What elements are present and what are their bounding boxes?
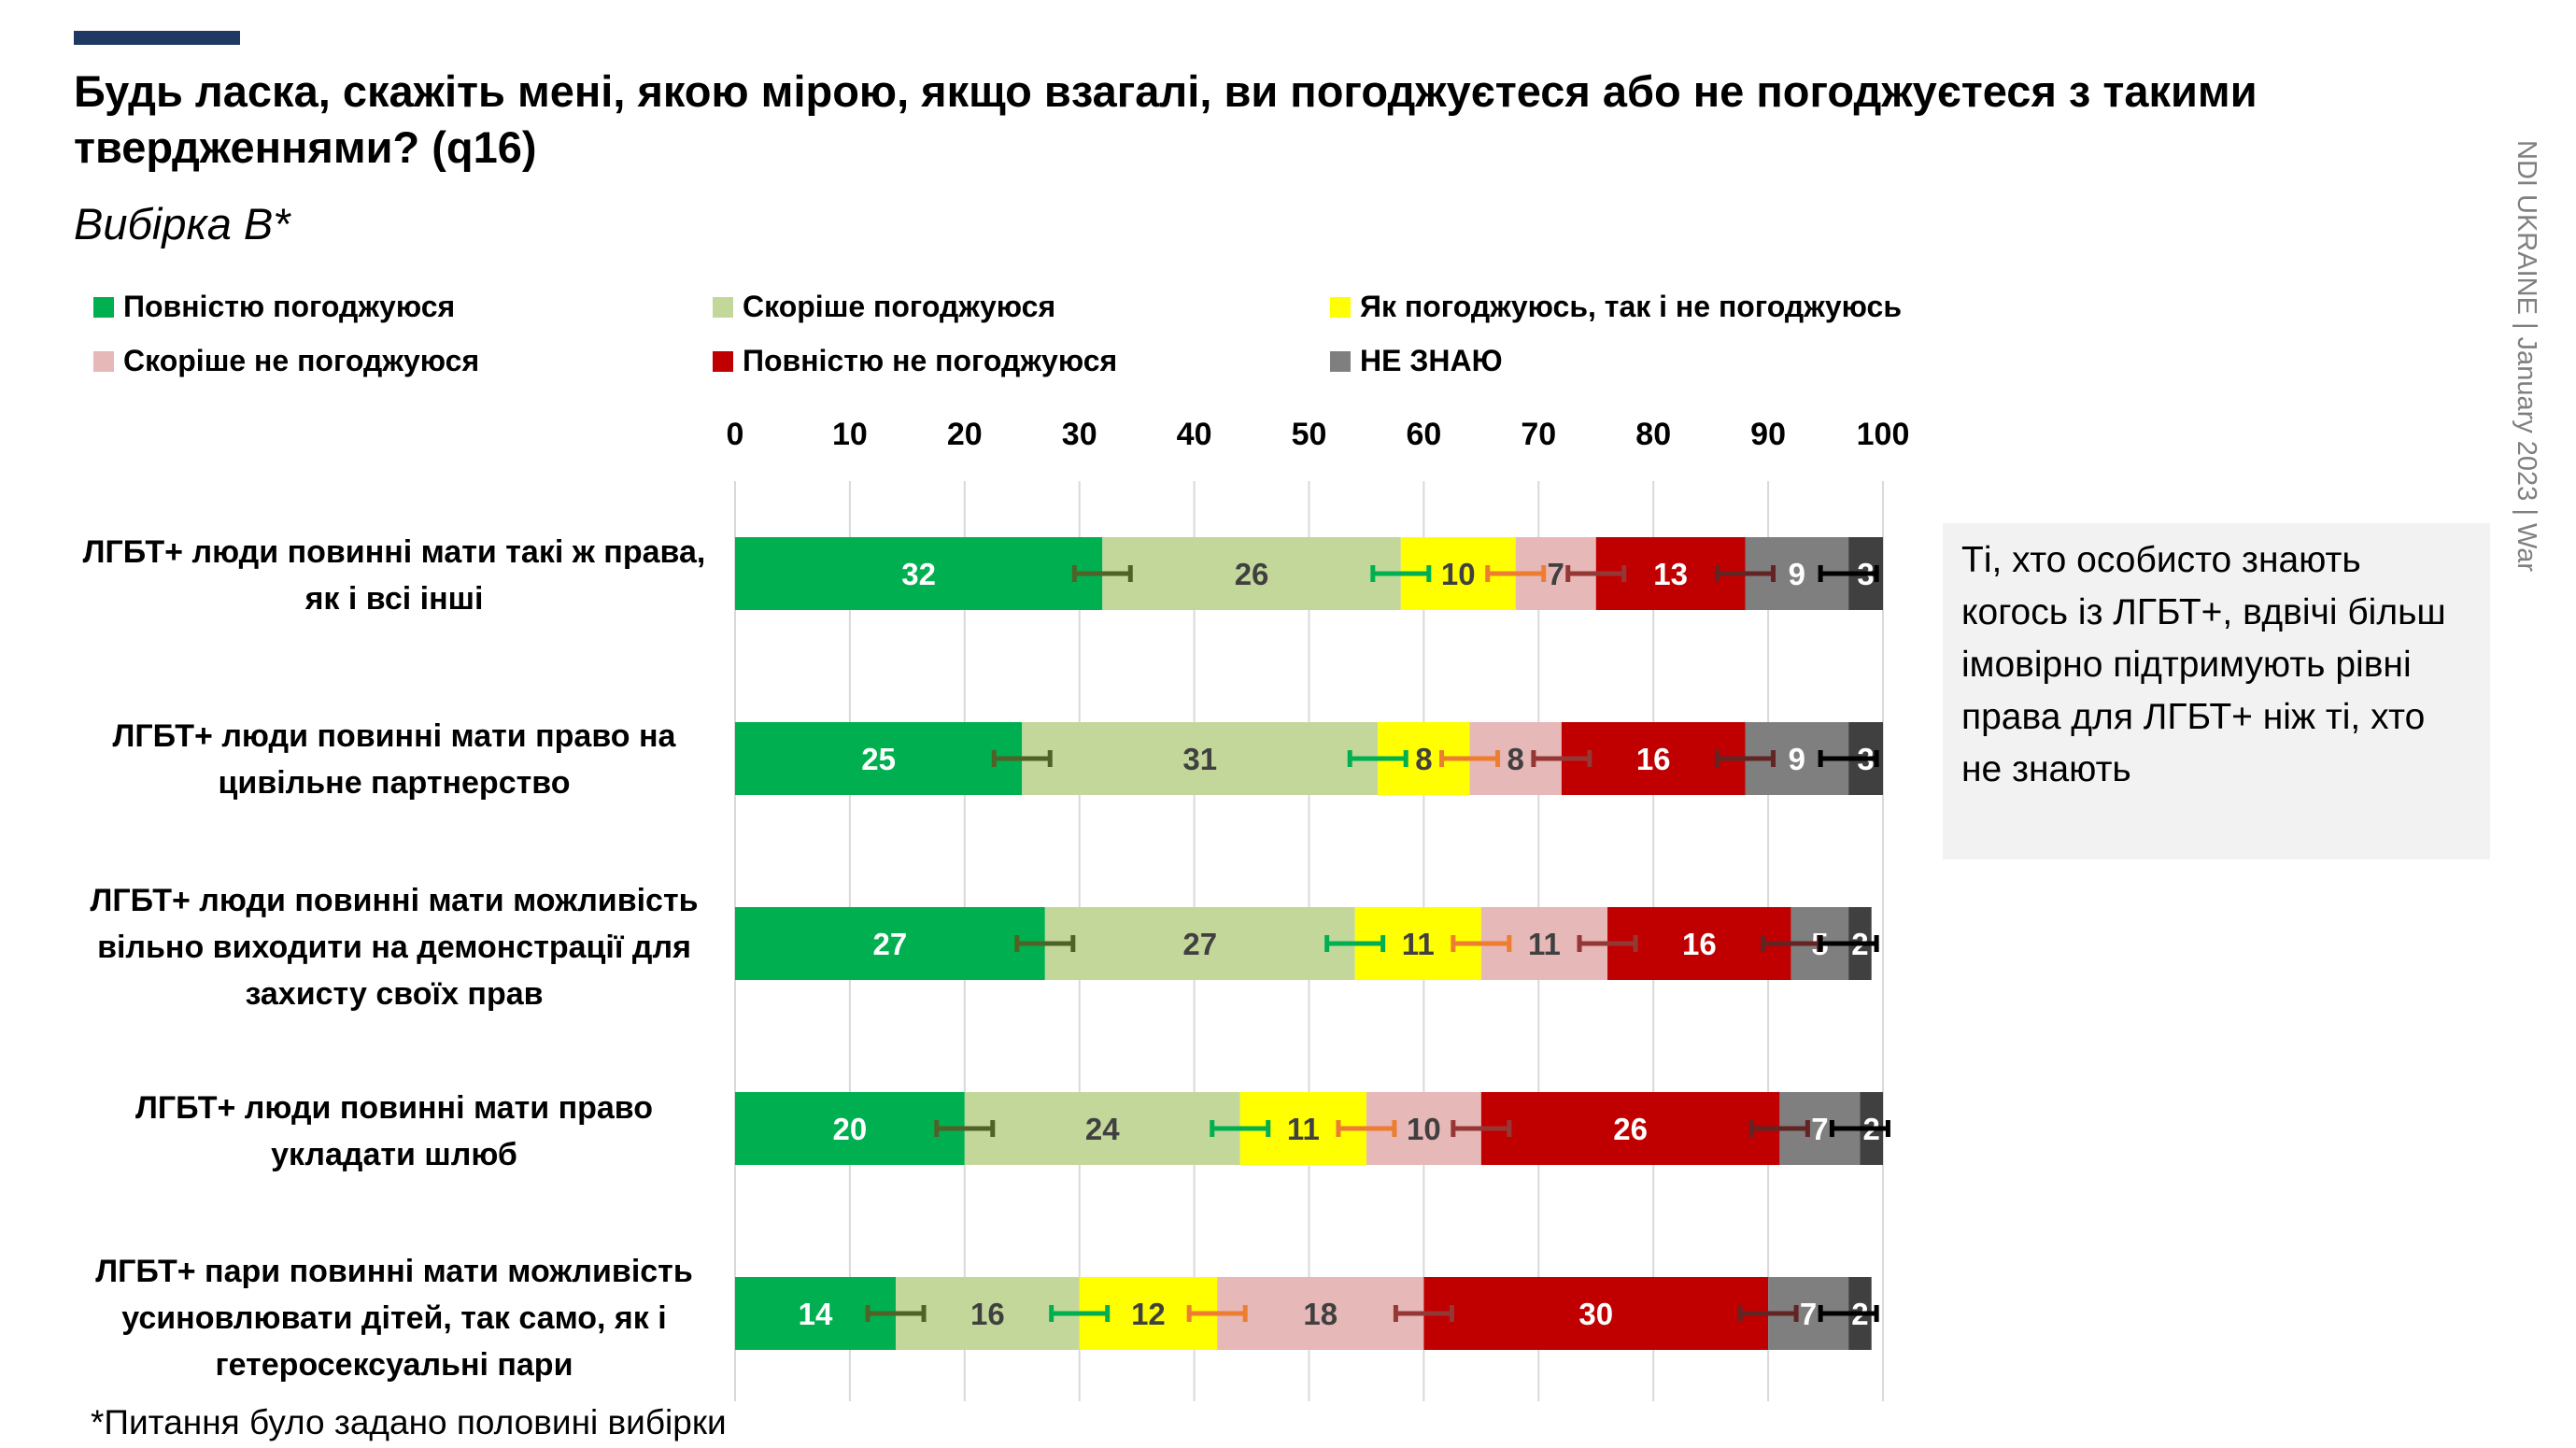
data-label: 7 xyxy=(1800,1297,1817,1331)
legend-item-somewhat-disagree: Скоріше не погоджуюся xyxy=(93,344,479,378)
data-label: 8 xyxy=(1415,742,1432,776)
legend-item-neutral: Як погоджуюсь, так і не погоджуюсь xyxy=(1330,290,1902,324)
bar-segment xyxy=(1044,907,1355,980)
legend-label: Повністю не погоджуюся xyxy=(743,344,1118,377)
x-tick-label: 20 xyxy=(947,417,983,452)
legend-label: Скоріше не погоджуюся xyxy=(123,344,480,377)
bar-segment xyxy=(1217,1277,1424,1350)
data-label: 7 xyxy=(1548,557,1564,591)
legend-swatch xyxy=(1330,350,1351,372)
x-tick-label: 40 xyxy=(1177,417,1212,452)
data-label: 26 xyxy=(1235,557,1269,591)
x-tick-label: 0 xyxy=(727,417,744,452)
data-label: 10 xyxy=(1407,1112,1441,1146)
legend-item-dont-know: НЕ ЗНАЮ xyxy=(1330,344,1503,378)
bar-segment xyxy=(896,1277,1080,1350)
legend-swatch xyxy=(93,296,114,318)
category-label-marriage: ЛГБТ+ люди повинні мати право укладати ш… xyxy=(134,1090,654,1172)
bar-segment xyxy=(735,722,1023,795)
data-label: 18 xyxy=(1303,1297,1338,1331)
category-label-equal-rights: ЛГБТ+ люди повинні мати такі ж права, як… xyxy=(82,534,706,617)
footnote: *Питання було задано половині вибірки xyxy=(91,1403,727,1441)
data-label: 20 xyxy=(833,1112,868,1146)
data-label: 16 xyxy=(970,1297,1005,1331)
data-label: 32 xyxy=(901,557,936,591)
bar-segment xyxy=(735,537,1103,610)
category-label-demonstrations: ЛГБТ+ люди повинні мати можливість вільн… xyxy=(90,883,699,1012)
chart-title: Будь ласка, скажіть мені, якою мірою, як… xyxy=(74,66,2258,172)
legend-label: Повністю погоджуюся xyxy=(123,290,456,323)
data-label: 11 xyxy=(1528,927,1561,961)
x-tick-label: 60 xyxy=(1406,417,1441,452)
data-label: 13 xyxy=(1653,557,1688,591)
category-label-civil-partnership: ЛГБТ+ люди повинні мати право на цивільн… xyxy=(112,718,676,801)
bar-segment xyxy=(1480,1092,1780,1165)
data-label: 16 xyxy=(1636,742,1671,776)
data-label: 10 xyxy=(1441,557,1476,591)
bar-segment xyxy=(1561,722,1746,795)
category-label-adoption: ЛГБТ+ пари повинні мати можливість усино… xyxy=(95,1254,693,1383)
x-tick-label: 70 xyxy=(1521,417,1556,452)
x-tick-label: 30 xyxy=(1062,417,1097,452)
x-tick-label: 10 xyxy=(832,417,868,452)
bar-segment xyxy=(1102,537,1401,610)
legend-item-somewhat-agree: Скоріше погоджуюся xyxy=(713,290,1055,324)
bar-segment xyxy=(735,1092,965,1165)
bar-segment xyxy=(735,907,1045,980)
data-label: 24 xyxy=(1085,1112,1120,1146)
note-text: Ті, хто особисто знають когось із ЛГБТ+,… xyxy=(1961,540,2446,789)
data-label: 31 xyxy=(1182,742,1217,776)
legend-label: Як погоджуюсь, так і не погоджуюсь xyxy=(1360,290,1903,323)
bar-segment xyxy=(1607,907,1791,980)
header-accent-bar xyxy=(74,31,240,45)
legend-swatch xyxy=(713,296,733,318)
data-label: 9 xyxy=(1789,557,1805,591)
data-label: 16 xyxy=(1682,927,1717,961)
data-label: 27 xyxy=(873,927,908,961)
data-label: 26 xyxy=(1613,1112,1648,1146)
data-label: 25 xyxy=(861,742,896,776)
side-label: NDI UKRAINE | January 2023 | War xyxy=(2511,140,2557,663)
data-label: 12 xyxy=(1131,1297,1166,1331)
legend-swatch xyxy=(93,350,114,372)
side-label-text: NDI UKRAINE | January 2023 | War xyxy=(2512,140,2541,573)
bar-segment xyxy=(964,1092,1240,1165)
legend-swatch xyxy=(713,350,733,372)
x-tick-label: 90 xyxy=(1750,417,1786,452)
note-box: Ті, хто особисто знають когось із ЛГБТ+,… xyxy=(1943,523,2490,859)
x-tick-label: 100 xyxy=(1857,417,1910,452)
legend-label: Скоріше погоджуюся xyxy=(743,290,1056,323)
data-label: 9 xyxy=(1789,742,1805,776)
bar-segment xyxy=(1022,722,1379,795)
data-label: 14 xyxy=(799,1297,833,1331)
chart-subtitle: Вибірка B* xyxy=(74,199,290,248)
data-label: 11 xyxy=(1287,1112,1320,1146)
legend-item-strongly-agree: Повністю погоджуюся xyxy=(93,290,455,324)
data-label: 8 xyxy=(1507,742,1524,776)
x-tick-label: 50 xyxy=(1292,417,1327,452)
data-label: 30 xyxy=(1578,1297,1613,1331)
x-tick-label: 80 xyxy=(1635,417,1671,452)
legend-swatch xyxy=(1330,296,1351,318)
data-label: 27 xyxy=(1182,927,1217,961)
legend-label: НЕ ЗНАЮ xyxy=(1360,344,1503,377)
bar-segment xyxy=(1423,1277,1769,1350)
data-label: 7 xyxy=(1811,1112,1828,1146)
legend-item-strongly-disagree: Повністю не погоджуюся xyxy=(713,344,1117,378)
data-label: 11 xyxy=(1402,927,1435,961)
